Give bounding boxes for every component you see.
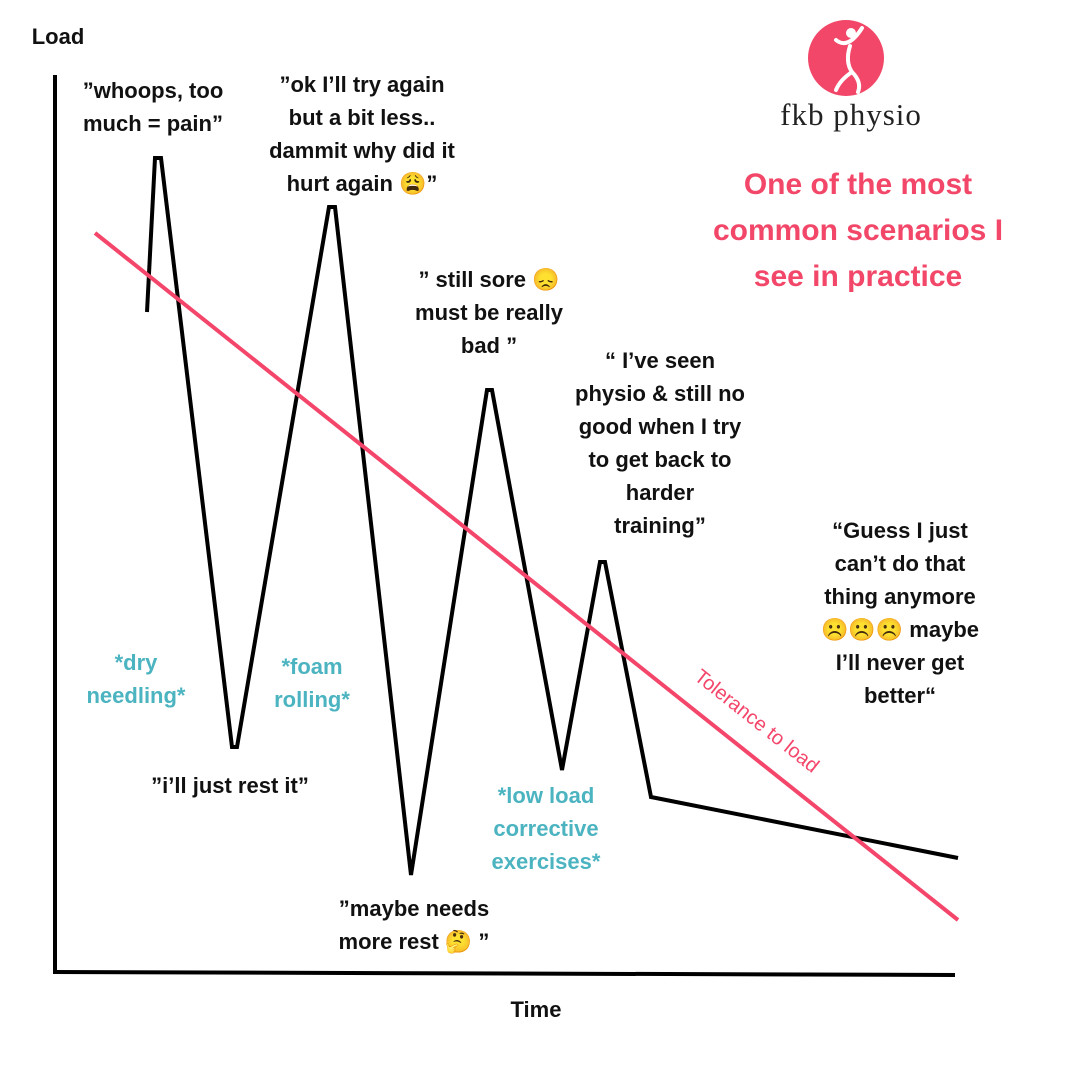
treatment-line: *dry	[115, 650, 159, 675]
quote-line: but a bit less..	[289, 105, 436, 130]
headline-line: One of the most	[744, 168, 972, 201]
quote-line: “ I’ve seen	[605, 348, 715, 373]
quote-line: physio & still no	[575, 381, 745, 406]
x-axis-label: Time	[511, 997, 562, 1022]
logo: fkb physio	[780, 20, 922, 132]
quote-line: thing anymore	[824, 584, 976, 609]
annotations: One of the most common scenarios I see in …	[83, 72, 1003, 954]
quote-line: “Guess I just	[832, 518, 968, 543]
tolerance-line	[93, 231, 960, 922]
headline-line: common scenarios I	[713, 214, 1003, 247]
treatment-line: exercises*	[492, 849, 601, 874]
x-axis	[52, 970, 956, 977]
quote-line: bad ”	[461, 333, 517, 358]
quote-line: I’ll never get	[836, 650, 965, 675]
quote-line: ” still sore 😞	[418, 267, 559, 292]
treatment-line: *low load	[498, 783, 595, 808]
quote-line: good when I try	[579, 414, 742, 439]
quote-line: harder	[626, 480, 695, 505]
quote-line: can’t do that	[835, 551, 966, 576]
logo-text: fkb physio	[780, 97, 922, 132]
quote-line: must be really	[415, 300, 564, 325]
quote-line: more rest 🤔 ”	[339, 929, 490, 954]
treatment-line: needling*	[86, 683, 185, 708]
treatment-line: rolling*	[274, 687, 350, 712]
treatment-line: corrective	[493, 816, 598, 841]
quote-line: dammit why did it	[269, 138, 455, 163]
headline-line: see in practice	[754, 260, 962, 293]
quote-line: training”	[614, 513, 706, 538]
quote-line: ”maybe needs	[339, 896, 489, 921]
quote-line: ”ok I’ll try again	[279, 72, 444, 97]
load-line	[145, 156, 959, 876]
treatment-line: *foam	[281, 654, 342, 679]
logo-head	[846, 28, 856, 38]
quote-line: better“	[864, 683, 936, 708]
quote-line: ☹️☹️☹️ maybe	[821, 617, 979, 642]
y-axis-label: Load	[32, 24, 85, 49]
quote-line: much = pain”	[83, 111, 223, 136]
logo-figure	[834, 26, 864, 94]
quote-line: ”whoops, too	[83, 78, 224, 103]
quote-line: to get back to	[588, 447, 731, 472]
quote-line: hurt again 😩”	[287, 171, 438, 196]
quote-line: ”i’ll just rest it”	[151, 773, 309, 798]
